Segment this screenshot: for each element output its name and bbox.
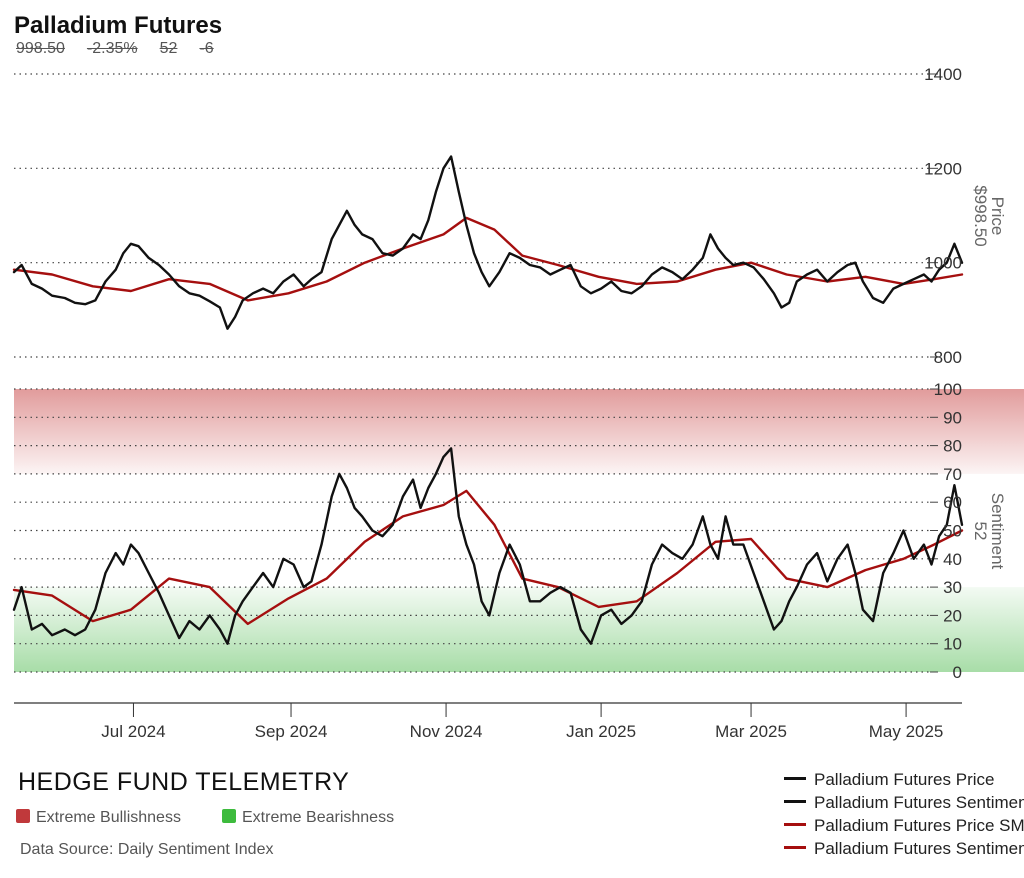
sentiment-tick-label: 20 [943, 606, 962, 625]
key-bull-swatch [16, 809, 30, 823]
x-tick-label: Sep 2024 [255, 722, 328, 741]
sentiment-tick-label: 90 [943, 408, 962, 427]
price-axis-label: Price [988, 197, 1007, 236]
x-tick-label: Nov 2024 [410, 722, 483, 741]
price-tick-label: 1400 [924, 65, 962, 84]
extreme-bullishness-zone [14, 389, 1024, 474]
x-tick-label: May 2025 [869, 722, 944, 741]
key-bear-swatch [222, 809, 236, 823]
legend-label: Palladium Futures Sentiment SMA [814, 839, 1024, 858]
sentiment-tick-label: 80 [943, 437, 962, 456]
sentiment-tick-label: 40 [943, 550, 962, 569]
sentiment-tick-label: 10 [943, 635, 962, 654]
legend-item: Palladium Futures Price [784, 770, 1024, 793]
legend-swatch [784, 846, 806, 849]
key-bull-label: Extreme Bullishness [36, 809, 181, 826]
sentiment-axis-label: Sentiment [988, 493, 1007, 570]
legend-item: Palladium Futures Price SMA [784, 816, 1024, 839]
stat-sentiment-change: -6 [199, 40, 214, 57]
brand-name: HEDGE FUND TELEMETRY [18, 768, 350, 796]
legend-item: Palladium Futures Sentiment SMA [784, 839, 1024, 862]
x-tick-label: Jan 2025 [566, 722, 636, 741]
legend-label: Palladium Futures Sentiment [814, 793, 1024, 812]
key-bear-label: Extreme Bearishness [242, 809, 395, 826]
price-tick-label: 800 [934, 348, 962, 367]
sentiment-tick-label: 50 [943, 522, 962, 541]
legend-label: Palladium Futures Price SMA [814, 816, 1024, 835]
header-stats: 998.50 -2.35% 52 -6 [16, 40, 236, 58]
legend-item: Palladium Futures Sentiment [784, 793, 1024, 816]
sentiment-tick-label: 60 [943, 493, 962, 512]
sentiment-tick-label: 100 [934, 380, 962, 399]
x-tick-label: Mar 2025 [715, 722, 787, 741]
legend-label: Palladium Futures Price [814, 770, 995, 789]
x-tick-label: Jul 2024 [101, 722, 165, 741]
stat-sentiment: 52 [159, 40, 178, 57]
price-tick-label: 1200 [924, 159, 962, 178]
key-extreme-bearishness: Extreme Bearishness [222, 809, 394, 827]
price-axis-value: $998.50 [971, 185, 990, 246]
price-tick-label: 1000 [924, 254, 962, 273]
data-source: Data Source: Daily Sentiment Index [20, 841, 274, 858]
sentiment-sma-line [12, 489, 964, 626]
legend-swatch [784, 800, 806, 803]
price-line [12, 155, 964, 330]
legend-swatch [784, 823, 806, 826]
page-title: Palladium Futures [14, 12, 223, 39]
extreme-bearishness-zone [14, 587, 1024, 672]
sentiment-tick-label: 30 [943, 578, 962, 597]
sentiment-line [12, 447, 964, 645]
price-sma-line [12, 216, 964, 302]
sentiment-axis-value: 52 [971, 522, 990, 541]
stat-change: -2.35% [86, 40, 138, 57]
chart-legend: Palladium Futures Price Palladium Futures… [784, 770, 1024, 862]
sentiment-tick-label: 0 [953, 663, 962, 682]
sentiment-tick-label: 70 [943, 465, 962, 484]
legend-swatch [784, 777, 806, 780]
stat-price: 998.50 [16, 40, 65, 57]
key-extreme-bullishness: Extreme Bullishness [16, 809, 181, 827]
